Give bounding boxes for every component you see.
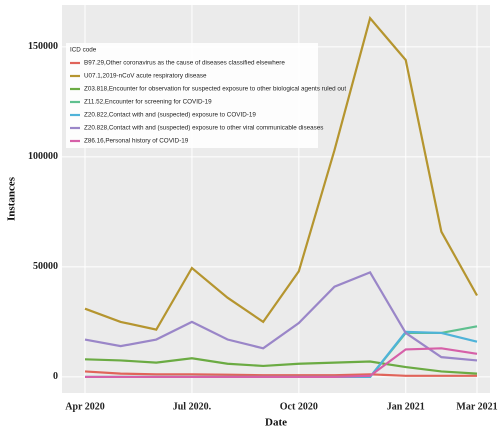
series-line: [84, 370, 477, 377]
x-tick-label: Apr 2020: [65, 401, 105, 412]
legend-label: U07.1,2019-nCoV acute respiratory diseas…: [84, 73, 207, 80]
legend: ICD code B97.29,Other coronavirus as the …: [66, 43, 346, 148]
series-line: [84, 357, 478, 375]
legend-label: Z03.818,Encounter for observation for su…: [84, 86, 346, 93]
x-tick-label: Mar 2021: [456, 401, 497, 412]
series-line: [84, 271, 478, 362]
legend-label: Z20.822,Contact with and (suspected) exp…: [84, 112, 256, 119]
legend-title: ICD code: [70, 47, 97, 54]
x-tick-label: Jan 2021: [387, 401, 425, 412]
series-line: [85, 347, 478, 379]
x-axis-title: Date: [265, 417, 287, 429]
series-line: [84, 15, 478, 331]
y-tick-label: 50000: [33, 261, 58, 272]
x-tick-label: Jul 2020.: [173, 401, 212, 412]
legend-label: Z11.52,Encounter for screening for COVID…: [84, 99, 212, 106]
y-tick-label: 0: [53, 371, 58, 382]
legend-label: Z20.828,Contact with and (suspected) exp…: [84, 125, 323, 132]
legend-box: [66, 43, 318, 148]
y-tick-label: 100000: [28, 151, 58, 162]
y-axis-title: Instances: [6, 176, 18, 221]
legend-label: Z86.16,Personal history of COVID-19: [84, 138, 189, 145]
legend-label: B97.29,Other coronavirus as the cause of…: [84, 60, 285, 67]
x-tick-label: Oct 2020: [280, 401, 318, 412]
y-tick-label: 150000: [28, 41, 58, 52]
